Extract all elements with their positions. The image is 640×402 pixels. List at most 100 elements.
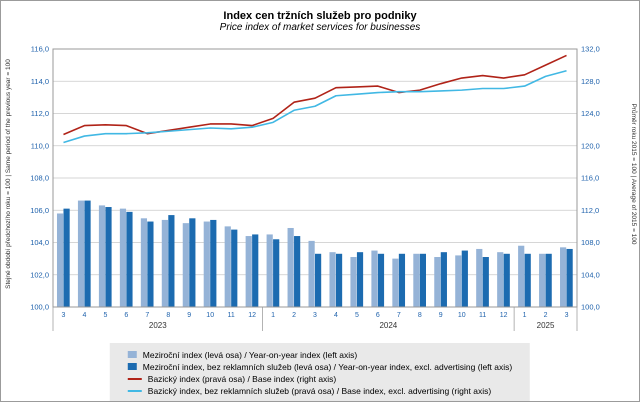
bar-year-on-year [287, 227, 294, 307]
bar-year-on-year [329, 252, 336, 307]
title-block: Index cen tržních služeb pro podniky Pri… [1, 1, 639, 33]
left-tick-label: 116,0 [31, 45, 49, 54]
bar-excl-advertising [335, 253, 343, 307]
year-label: 2024 [379, 321, 397, 330]
month-label: 6 [376, 312, 380, 319]
bar-year-on-year [245, 236, 252, 307]
bar-year-on-year [119, 208, 127, 307]
legend-item: Meziroční index (levá osa) / Year-on-yea… [127, 349, 512, 360]
month-label: 12 [500, 312, 508, 319]
month-label: 3 [313, 312, 317, 319]
bar-year-on-year [371, 250, 378, 307]
left-tick-label: 110,0 [31, 141, 49, 150]
month-label: 9 [187, 312, 191, 319]
right-tick-label: 108,0 [581, 238, 600, 247]
bar-year-on-year [350, 257, 357, 307]
bar-excl-advertising [273, 239, 280, 307]
month-label: 1 [271, 312, 275, 319]
left-tick-label: 102,0 [30, 270, 49, 279]
right-tick-label: 132,0 [581, 45, 600, 54]
right-tick-label: 100,0 [581, 303, 600, 312]
right-tick-label: 112,0 [581, 206, 599, 215]
right-tick-label: 120,0 [581, 141, 600, 150]
bar-excl-advertising [482, 257, 489, 307]
month-label: 7 [145, 312, 149, 319]
bar-excl-advertising [377, 253, 385, 307]
bar-year-on-year [518, 245, 525, 307]
bar-excl-advertising [105, 207, 112, 307]
left-tick-label: 112,0 [31, 109, 49, 118]
month-label: 10 [458, 312, 466, 319]
bar-excl-advertising [294, 236, 301, 307]
bar-excl-advertising [461, 250, 468, 307]
bar-year-on-year [161, 219, 168, 307]
bar-year-on-year [77, 200, 85, 307]
legend-label: Bazický index, bez reklamních služeb (pr… [147, 385, 492, 396]
year-label: 2025 [537, 321, 555, 330]
month-label: 10 [206, 312, 214, 319]
month-label: 5 [355, 312, 359, 319]
year-label: 2023 [149, 321, 167, 330]
bar-excl-advertising [147, 221, 154, 307]
line-base-index [63, 54, 567, 136]
month-label: 6 [124, 312, 128, 319]
bar-year-on-year [560, 247, 567, 307]
bar-excl-advertising [398, 253, 406, 307]
bar-year-on-year [308, 240, 315, 307]
bar-excl-advertising [84, 200, 91, 307]
bar-excl-advertising [315, 253, 322, 307]
right-tick-label: 128,0 [581, 77, 600, 86]
legend-item: Meziroční index, bez reklamních služeb (… [127, 361, 513, 372]
month-label: 2 [292, 312, 296, 319]
bar-year-on-year [476, 248, 483, 307]
month-label: 8 [166, 312, 170, 319]
bar-excl-advertising [503, 253, 510, 307]
bar-year-on-year [182, 223, 189, 307]
month-label: 9 [439, 312, 443, 319]
month-label: 1 [523, 312, 527, 319]
bar-year-on-year [497, 252, 504, 307]
month-label: 7 [397, 312, 401, 319]
left-tick-label: 114,0 [31, 77, 49, 86]
chart-legend: Meziroční index (levá osa) / Year-on-yea… [109, 343, 531, 401]
plot-border [52, 48, 578, 308]
line-base-index-excl-advertising [63, 69, 567, 144]
bar-excl-advertising [63, 208, 70, 307]
month-label: 12 [248, 312, 256, 319]
bar-excl-advertising [524, 253, 531, 307]
left-axis-title: Stejné období předchozího roku = 100 | S… [5, 59, 12, 289]
month-label: 3 [62, 312, 66, 319]
bar-excl-advertising [545, 253, 552, 307]
bar-year-on-year [266, 234, 273, 307]
bar-excl-advertising [168, 215, 175, 307]
month-label: 4 [82, 312, 86, 319]
left-tick-label: 104,0 [30, 238, 49, 247]
legend-line-swatch [127, 389, 142, 392]
bar-year-on-year [539, 253, 546, 307]
legend-label: Meziroční index (levá osa) / Year-on-yea… [142, 349, 358, 360]
legend-bar-swatch [127, 363, 137, 370]
chart-plot: 116,0 114,0 112,0 110,0 108,0 106,0 104,0 102,0… [30, 45, 600, 331]
month-label: 11 [479, 312, 486, 319]
month-label: 2 [544, 312, 548, 319]
left-tick-label: 108,0 [30, 174, 49, 183]
legend-label: Meziroční index, bez reklamních služeb (… [142, 361, 513, 372]
bar-excl-advertising [419, 253, 426, 307]
left-tick-label: 100,0 [30, 303, 49, 312]
bar-year-on-year [413, 253, 420, 307]
bar-excl-advertising [252, 234, 259, 307]
bar-year-on-year [140, 218, 148, 307]
bar-year-on-year [224, 226, 231, 307]
right-axis-title: Průměr roku 2015 = 100 | Average of 2015… [630, 103, 637, 245]
month-label: 3 [565, 312, 569, 319]
bar-year-on-year [434, 257, 441, 307]
legend-bar-swatch [127, 351, 137, 358]
legend-line-swatch [127, 377, 142, 380]
month-label: 4 [334, 312, 338, 319]
bar-excl-advertising [440, 252, 447, 307]
bar-year-on-year [203, 221, 210, 307]
bar-excl-advertising [356, 252, 364, 307]
bar-excl-advertising [189, 218, 196, 307]
bar-excl-advertising [566, 248, 573, 307]
